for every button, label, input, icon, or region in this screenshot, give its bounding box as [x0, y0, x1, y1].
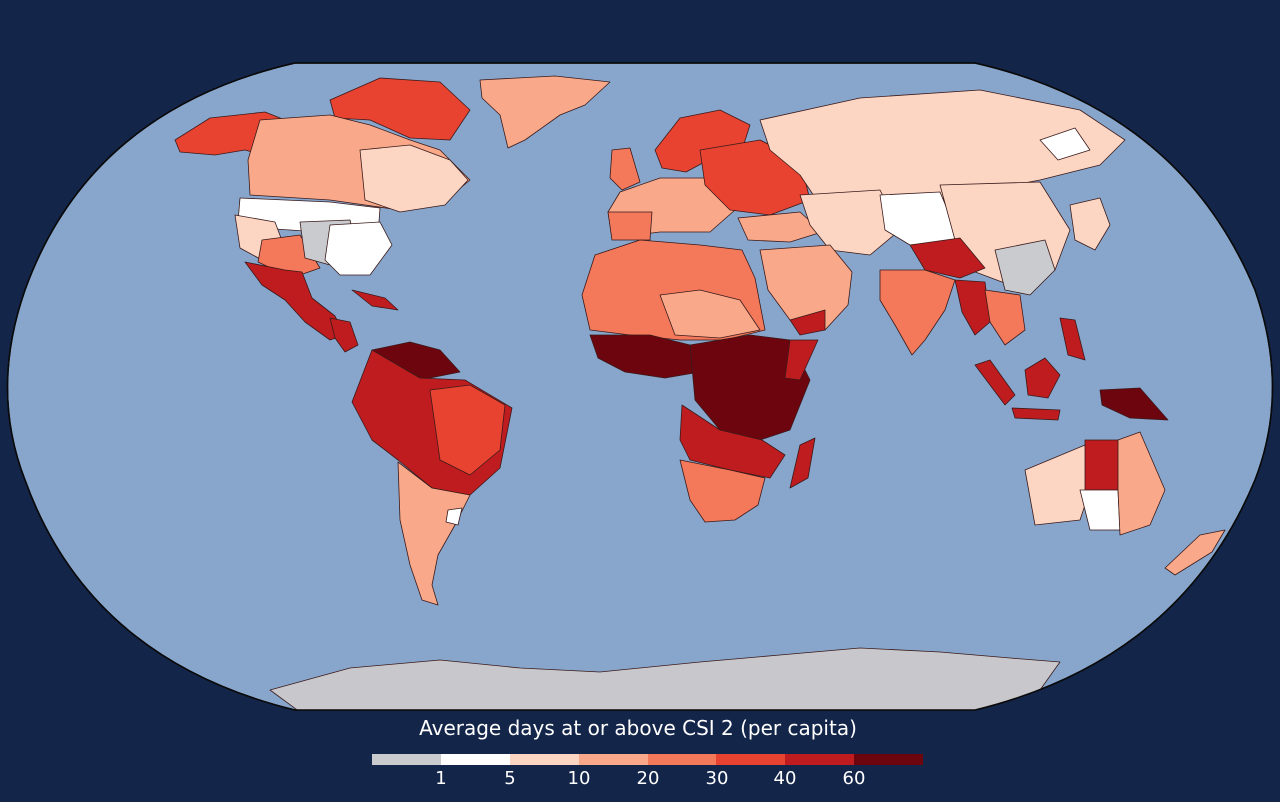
region-russia — [759, 89, 1126, 211]
region-south-africa — [679, 459, 766, 523]
region-china-east — [994, 239, 1056, 296]
region-new-guinea — [1099, 387, 1169, 421]
region-southeast-asia — [984, 289, 1026, 346]
region-south-america-south — [397, 461, 471, 606]
region-australia-north — [1084, 439, 1121, 491]
legend-swatch — [372, 754, 441, 765]
legend-color-bar — [372, 754, 923, 765]
region-usa-southeast — [324, 221, 393, 276]
legend-title: Average days at or above CSI 2 (per capi… — [419, 716, 857, 740]
legend-swatch — [440, 754, 510, 765]
legend-tick-label: 30 — [705, 768, 729, 789]
region-iberia — [607, 211, 653, 241]
legend-swatch — [509, 754, 579, 765]
region-canada-arctic-islands — [329, 77, 471, 141]
region-central-america — [329, 317, 359, 353]
region-central-asia — [799, 189, 901, 256]
region-borneo — [1024, 357, 1061, 399]
region-horn-of-africa — [784, 339, 819, 381]
region-philippines — [1059, 317, 1086, 361]
region-sumatra — [974, 359, 1016, 406]
legend-swatch — [647, 754, 717, 765]
region-india — [879, 269, 956, 356]
legend-swatch — [716, 754, 786, 765]
region-turkey-caucasus — [737, 211, 823, 243]
region-madagascar — [789, 437, 816, 489]
legend-tick-label: 60 — [842, 768, 866, 789]
legend-swatch — [578, 754, 648, 765]
region-uk — [609, 147, 641, 191]
legend-tick-label: 5 — [504, 768, 516, 789]
region-caribbean — [351, 289, 399, 311]
legend-tick-label: 1 — [435, 768, 447, 789]
region-central-africa — [689, 334, 811, 441]
legend-swatch — [785, 754, 855, 765]
region-uruguay — [445, 507, 463, 526]
region-southern-africa-north — [679, 404, 786, 479]
region-brazil-east — [429, 384, 506, 476]
region-canada-east — [359, 144, 469, 213]
legend-tick-label: 40 — [773, 768, 797, 789]
legend-swatch — [854, 754, 923, 765]
region-russia-east — [1039, 127, 1091, 161]
region-west-africa — [589, 334, 701, 379]
legend-tick-label: 10 — [567, 768, 591, 789]
legend-tick-label: 20 — [636, 768, 660, 789]
region-middle-east — [759, 244, 853, 331]
region-new-zealand — [1164, 529, 1226, 576]
region-yemen-oman — [789, 309, 826, 336]
region-myanmar — [954, 279, 991, 336]
region-tibet-nepal — [909, 237, 986, 279]
region-australia-east — [1117, 431, 1166, 536]
region-sahel — [659, 289, 761, 339]
globe-outline — [6, 62, 1274, 711]
region-korea-japan — [1069, 197, 1111, 251]
legend-tick-labels: 1 5 10 20 30 40 60 — [0, 768, 1280, 798]
region-greenland — [479, 75, 611, 149]
region-java — [1011, 407, 1061, 421]
